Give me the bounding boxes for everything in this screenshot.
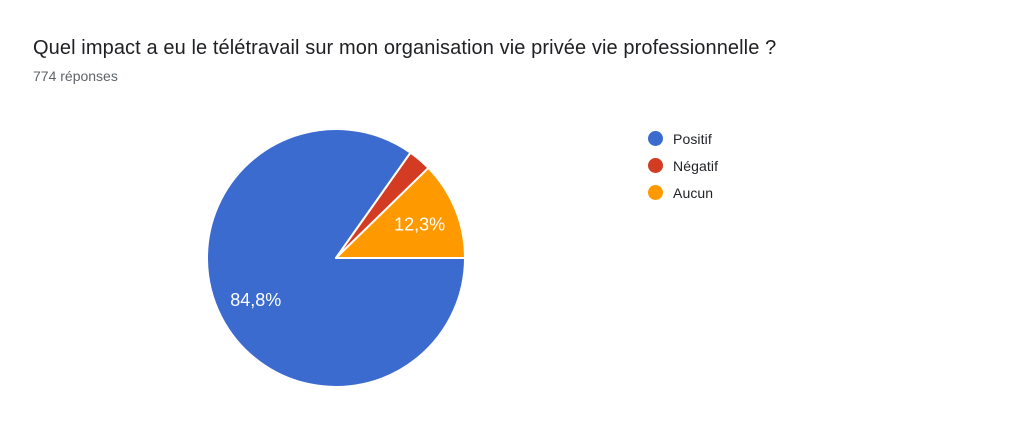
pie-slice-label: 12,3% [394,214,445,234]
pie-chart: 84,8% 12,3% [206,128,466,388]
legend-item-negatif: Négatif [648,152,718,179]
response-count: 774 réponses [33,68,118,84]
legend-label: Négatif [673,157,719,174]
legend-swatch-positif [648,131,663,146]
legend-swatch-aucun [648,185,663,200]
legend-item-aucun: Aucun [648,179,718,206]
legend-item-positif: Positif [648,125,718,152]
legend-label: Aucun [673,184,714,201]
chart-legend: Positif Négatif Aucun [648,125,718,206]
pie-slice-aucun[interactable] [335,166,466,259]
pie-slice-label: 84,8% [230,290,281,310]
legend-swatch-negatif [648,158,663,173]
legend-label: Positif [673,130,712,147]
question-title: Quel impact a eu le télétravail sur mon … [33,37,777,59]
